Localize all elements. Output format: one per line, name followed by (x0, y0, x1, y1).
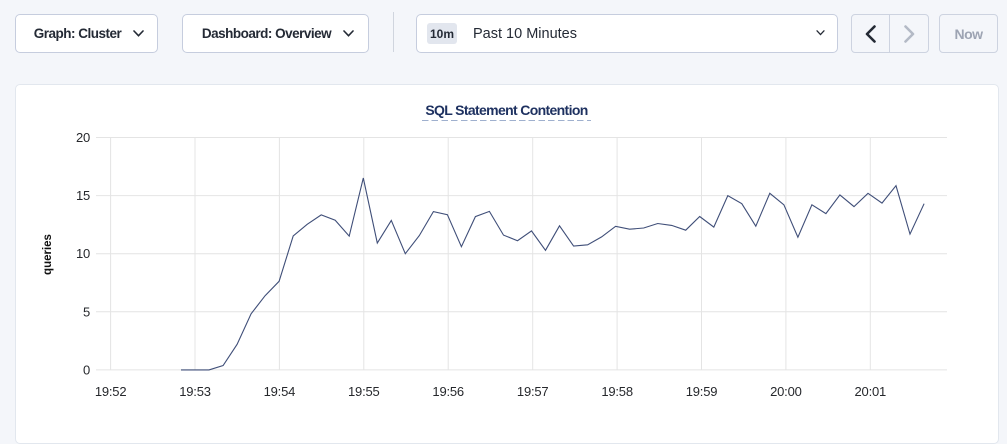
svg-text:19:56: 19:56 (432, 384, 464, 399)
svg-text:19:58: 19:58 (601, 384, 633, 399)
svg-text:15: 15 (76, 188, 90, 203)
svg-text:20:01: 20:01 (855, 384, 887, 399)
svg-text:0: 0 (83, 362, 90, 377)
svg-text:19:57: 19:57 (517, 384, 549, 399)
svg-text:19:59: 19:59 (686, 384, 718, 399)
svg-text:10: 10 (76, 246, 90, 261)
svg-text:19:54: 19:54 (264, 384, 296, 399)
svg-text:19:55: 19:55 (348, 384, 380, 399)
svg-text:19:52: 19:52 (95, 384, 127, 399)
svg-text:19:53: 19:53 (179, 384, 211, 399)
svg-text:20: 20 (76, 130, 90, 145)
svg-text:queries: queries (42, 234, 54, 275)
svg-text:20:00: 20:00 (770, 384, 802, 399)
svg-text:5: 5 (83, 304, 90, 319)
